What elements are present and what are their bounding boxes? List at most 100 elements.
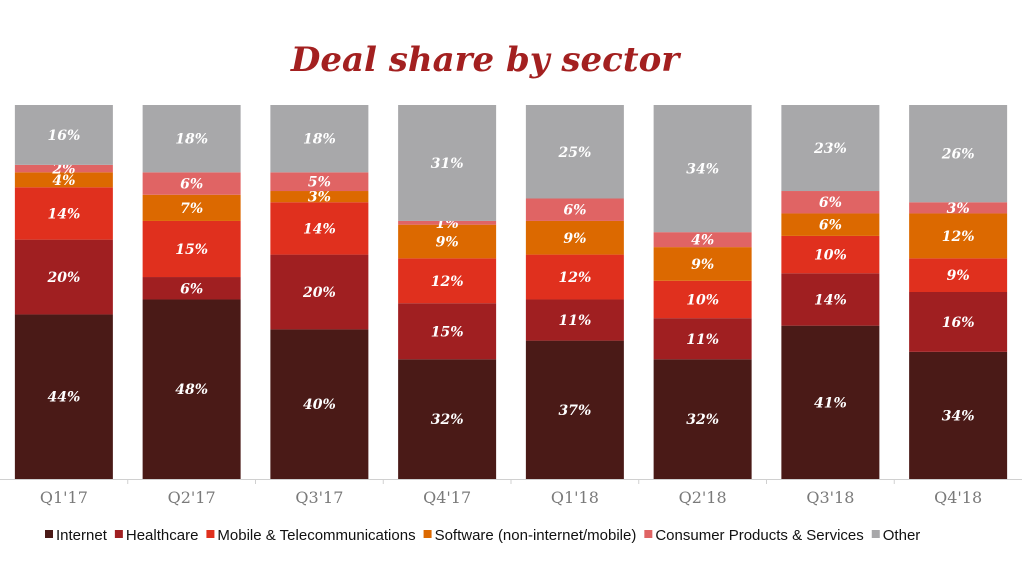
legend-swatch bbox=[644, 530, 653, 538]
bar-segment bbox=[525, 220, 624, 255]
data-label: 25% bbox=[557, 145, 591, 161]
data-label: 9% bbox=[563, 231, 586, 247]
data-label: 7% bbox=[180, 201, 203, 217]
data-label: 6% bbox=[819, 218, 842, 234]
bar-segment bbox=[525, 254, 624, 300]
bar-segment bbox=[781, 325, 880, 479]
data-label: 12% bbox=[942, 229, 975, 245]
bar-segment bbox=[142, 220, 241, 278]
bar-segment bbox=[909, 213, 1008, 259]
data-label: 6% bbox=[180, 281, 203, 297]
bar-segment bbox=[14, 164, 113, 173]
bar-segment bbox=[14, 105, 113, 165]
data-label: 3% bbox=[308, 190, 331, 206]
bar-segment bbox=[270, 329, 369, 479]
data-label: 12% bbox=[431, 274, 464, 290]
data-label: 34% bbox=[942, 408, 975, 424]
x-tick-label: Q1'18 bbox=[551, 488, 599, 507]
data-label: 44% bbox=[47, 390, 80, 406]
legend-swatch bbox=[114, 530, 123, 538]
data-label: 15% bbox=[175, 242, 208, 258]
x-tick-label: Q2'18 bbox=[679, 488, 727, 507]
bar-segment bbox=[270, 202, 369, 255]
bar-segment bbox=[653, 318, 752, 360]
data-label: 11% bbox=[558, 313, 591, 329]
data-label: 2% bbox=[51, 162, 75, 178]
bar-segment bbox=[909, 258, 1008, 292]
data-label: 40% bbox=[303, 397, 336, 413]
bar-segment bbox=[909, 351, 1008, 479]
data-label: 14% bbox=[814, 292, 847, 308]
data-label: 11% bbox=[686, 332, 719, 348]
bar-segment bbox=[398, 224, 497, 259]
data-label: 16% bbox=[942, 315, 975, 331]
x-tick-label: Q1'17 bbox=[40, 488, 88, 507]
data-label: 32% bbox=[686, 412, 719, 428]
bar-segment bbox=[781, 235, 880, 274]
bar-segment bbox=[653, 280, 752, 319]
bar-segment bbox=[781, 213, 880, 236]
bar-segment bbox=[142, 277, 241, 300]
bar-segment bbox=[14, 314, 113, 479]
data-label: 34% bbox=[686, 162, 719, 178]
data-label: 6% bbox=[819, 195, 842, 211]
data-label: 10% bbox=[686, 292, 719, 308]
data-label: 15% bbox=[431, 324, 464, 340]
bar-segment bbox=[781, 191, 880, 214]
data-label: 14% bbox=[47, 206, 80, 222]
bar-segment bbox=[398, 359, 497, 479]
data-label: 31% bbox=[431, 156, 464, 172]
bar-segment bbox=[781, 273, 880, 326]
data-label: 6% bbox=[563, 203, 586, 219]
chart-title: Deal share by sector bbox=[290, 40, 680, 80]
bar-segment bbox=[14, 239, 113, 315]
bar-segment bbox=[525, 105, 624, 199]
legend-swatch bbox=[871, 530, 880, 538]
bar-segment bbox=[398, 220, 497, 225]
data-label: 9% bbox=[436, 235, 459, 251]
bar-segment bbox=[270, 172, 369, 192]
bar-segment bbox=[909, 292, 1008, 352]
data-label: 20% bbox=[302, 285, 336, 301]
data-label: 3% bbox=[947, 201, 970, 217]
legend-swatch bbox=[45, 530, 53, 538]
data-label: 41% bbox=[814, 395, 847, 411]
x-tick-label: Q3'18 bbox=[806, 488, 854, 507]
bar-segment bbox=[270, 254, 369, 330]
bar-segment bbox=[525, 299, 624, 341]
bar-segment bbox=[270, 191, 369, 203]
data-label: 9% bbox=[947, 268, 970, 284]
bar-segment bbox=[142, 105, 241, 173]
bar-segment bbox=[909, 202, 1008, 214]
legend-label: Software (non-internet/mobile) bbox=[435, 527, 637, 544]
bar-segment bbox=[14, 172, 113, 188]
bar-segment bbox=[653, 359, 752, 479]
legend-swatch bbox=[423, 530, 432, 538]
data-label: 20% bbox=[46, 270, 80, 286]
bar-segment bbox=[653, 105, 752, 233]
data-label: 4% bbox=[691, 233, 714, 249]
bar-segment bbox=[398, 105, 497, 221]
data-label: 32% bbox=[431, 412, 464, 428]
bar-segment bbox=[142, 172, 241, 195]
data-label: 12% bbox=[558, 270, 591, 286]
data-label: 6% bbox=[180, 177, 203, 193]
data-label: 10% bbox=[814, 248, 847, 264]
data-label: 16% bbox=[47, 128, 80, 144]
bar-segment bbox=[653, 247, 752, 281]
x-tick-label: Q2'17 bbox=[168, 488, 216, 507]
legend-label: Mobile & Telecommunications bbox=[217, 527, 415, 544]
bar-segment bbox=[398, 258, 497, 304]
bar-segment bbox=[525, 340, 624, 479]
legend-label: Consumer Products & Services bbox=[655, 527, 863, 544]
legend-label: Other bbox=[883, 527, 921, 544]
legend-label: Healthcare bbox=[126, 527, 199, 544]
data-label: 18% bbox=[303, 132, 336, 148]
bar-segment bbox=[270, 105, 369, 173]
bar-segment bbox=[142, 194, 241, 221]
bar-segment bbox=[398, 303, 497, 360]
x-tick-label: Q4'17 bbox=[423, 488, 471, 507]
bar-segment bbox=[14, 187, 113, 240]
data-label: 5% bbox=[308, 175, 331, 191]
